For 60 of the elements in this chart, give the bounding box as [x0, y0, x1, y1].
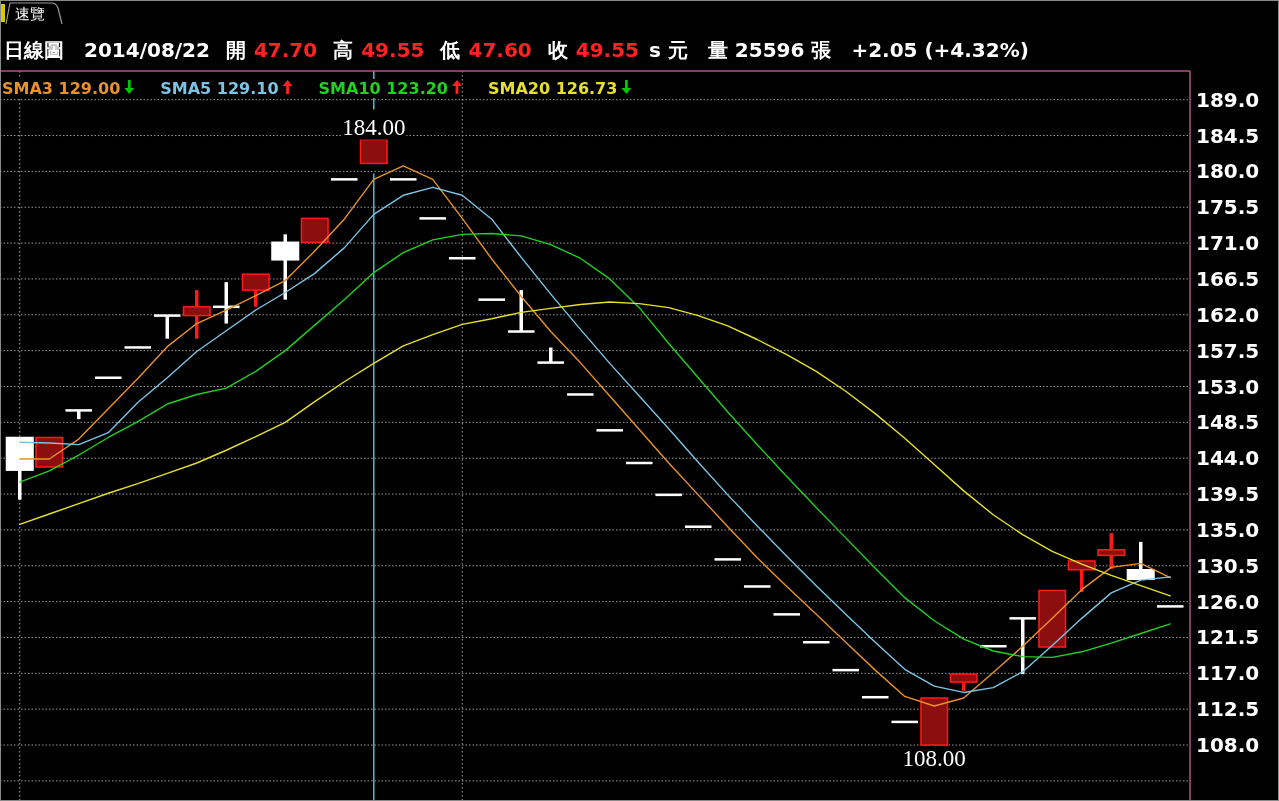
candlestick [419, 217, 447, 220]
line-series [19, 301, 1171, 597]
text: SMA20 126.73 [487, 79, 618, 98]
text: 量 25596 張 [706, 38, 833, 62]
y-tick-label: 162.0 [1196, 302, 1260, 327]
y-tick-label: 117.0 [1196, 661, 1260, 686]
text: 47.60 [468, 38, 532, 62]
y-tick-label: 157.5 [1196, 338, 1260, 363]
candlestick [743, 585, 771, 588]
y-tick-label: 112.5 [1196, 697, 1260, 722]
text: 速覽 [15, 5, 45, 23]
text: 49.55 [575, 38, 639, 62]
y-tick-label: 189.0 [1196, 87, 1260, 112]
candlestick [773, 613, 801, 616]
text: s 元 [649, 38, 688, 62]
y-tick-label: 153.0 [1196, 374, 1260, 399]
y-tick-label: 126.0 [1196, 589, 1260, 614]
text: 49.55 [361, 38, 425, 62]
text: 低 [439, 38, 461, 62]
candlestick [153, 314, 181, 339]
line-series [19, 232, 1171, 659]
text: 高 [333, 38, 354, 62]
candlestick [1156, 605, 1184, 608]
candlestick [537, 347, 565, 364]
y-tick-label: 166.5 [1196, 266, 1260, 291]
annotation: 108.00 [902, 746, 966, 772]
text: 開 [225, 38, 246, 62]
text: SMA10 123.20 [318, 79, 448, 98]
y-tick-label: 148.5 [1196, 410, 1260, 435]
y-tick-label: 180.0 [1196, 159, 1260, 184]
candlestick [596, 429, 624, 432]
candlestick [124, 346, 152, 349]
candlestick [65, 409, 93, 420]
annotation: 184.00 [342, 114, 406, 140]
text: SMA3 129.00 [2, 79, 121, 98]
candlestick [507, 290, 535, 333]
y-tick-label: 108.0 [1196, 733, 1260, 758]
y-tick-label: 184.5 [1196, 123, 1260, 148]
y-tick-label: 175.5 [1196, 195, 1260, 220]
candlestick [1009, 617, 1037, 676]
candlestick [478, 298, 506, 301]
y-tick-label: 130.5 [1196, 553, 1260, 578]
y-tick-label: 121.5 [1196, 625, 1260, 650]
text: SMA5 129.10 [160, 79, 279, 98]
chart-title: 日線圖 [4, 38, 64, 62]
y-tick-label: 144.0 [1196, 446, 1260, 471]
candlestick [330, 178, 358, 181]
chart-subtitle: 2014/08/22 [84, 38, 210, 62]
text: 47.70 [253, 38, 318, 62]
text: +2.05 (+4.32%) [851, 38, 1029, 62]
y-tick-label: 139.5 [1196, 482, 1260, 507]
y-tick-label: 171.0 [1196, 231, 1260, 256]
y-tick-label: 135.0 [1196, 517, 1260, 542]
candlestick [389, 178, 417, 181]
text: 收 [547, 38, 569, 62]
candlestick [714, 558, 742, 561]
candlestick [94, 376, 122, 379]
candlestick [566, 393, 594, 396]
candlestick [684, 525, 712, 528]
candlestick [1097, 533, 1126, 569]
